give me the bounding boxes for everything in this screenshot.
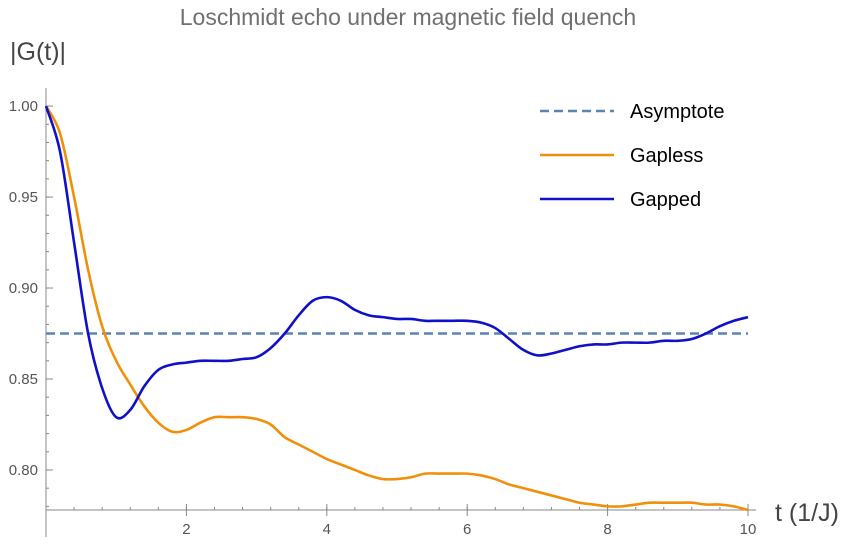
chart-title: Loschmidt echo under magnetic field quen… <box>180 4 636 30</box>
y-tick-label: 0.90 <box>9 280 38 297</box>
plot-area <box>44 105 749 512</box>
x-tick-label: 4 <box>323 521 331 538</box>
legend-label-asymptote: Asymptote <box>630 101 724 123</box>
x-axis-label: t (1/J) <box>775 499 839 527</box>
x-tick-label: 8 <box>603 521 611 538</box>
y-axis-label: |G(t)| <box>10 38 66 66</box>
x-tick-label: 6 <box>463 521 471 538</box>
legend: Asymptote Gapless Gapped <box>540 101 724 211</box>
legend-label-gapless: Gapless <box>630 145 703 167</box>
x-tick-label: 10 <box>740 521 757 538</box>
x-tick-label: 2 <box>182 521 190 538</box>
y-tick-label: 0.85 <box>9 371 38 388</box>
axes: 2 4 6 8 10 0.80 0.85 0.90 0.95 1.00 <box>9 88 757 538</box>
y-tick-label: 0.95 <box>9 189 38 206</box>
series-line-gapless <box>44 105 749 512</box>
y-tick-label: 0.80 <box>9 462 38 479</box>
legend-label-gapped: Gapped <box>630 189 701 211</box>
y-tick-label: 1.00 <box>9 98 38 115</box>
series-line-gapped <box>44 105 749 420</box>
